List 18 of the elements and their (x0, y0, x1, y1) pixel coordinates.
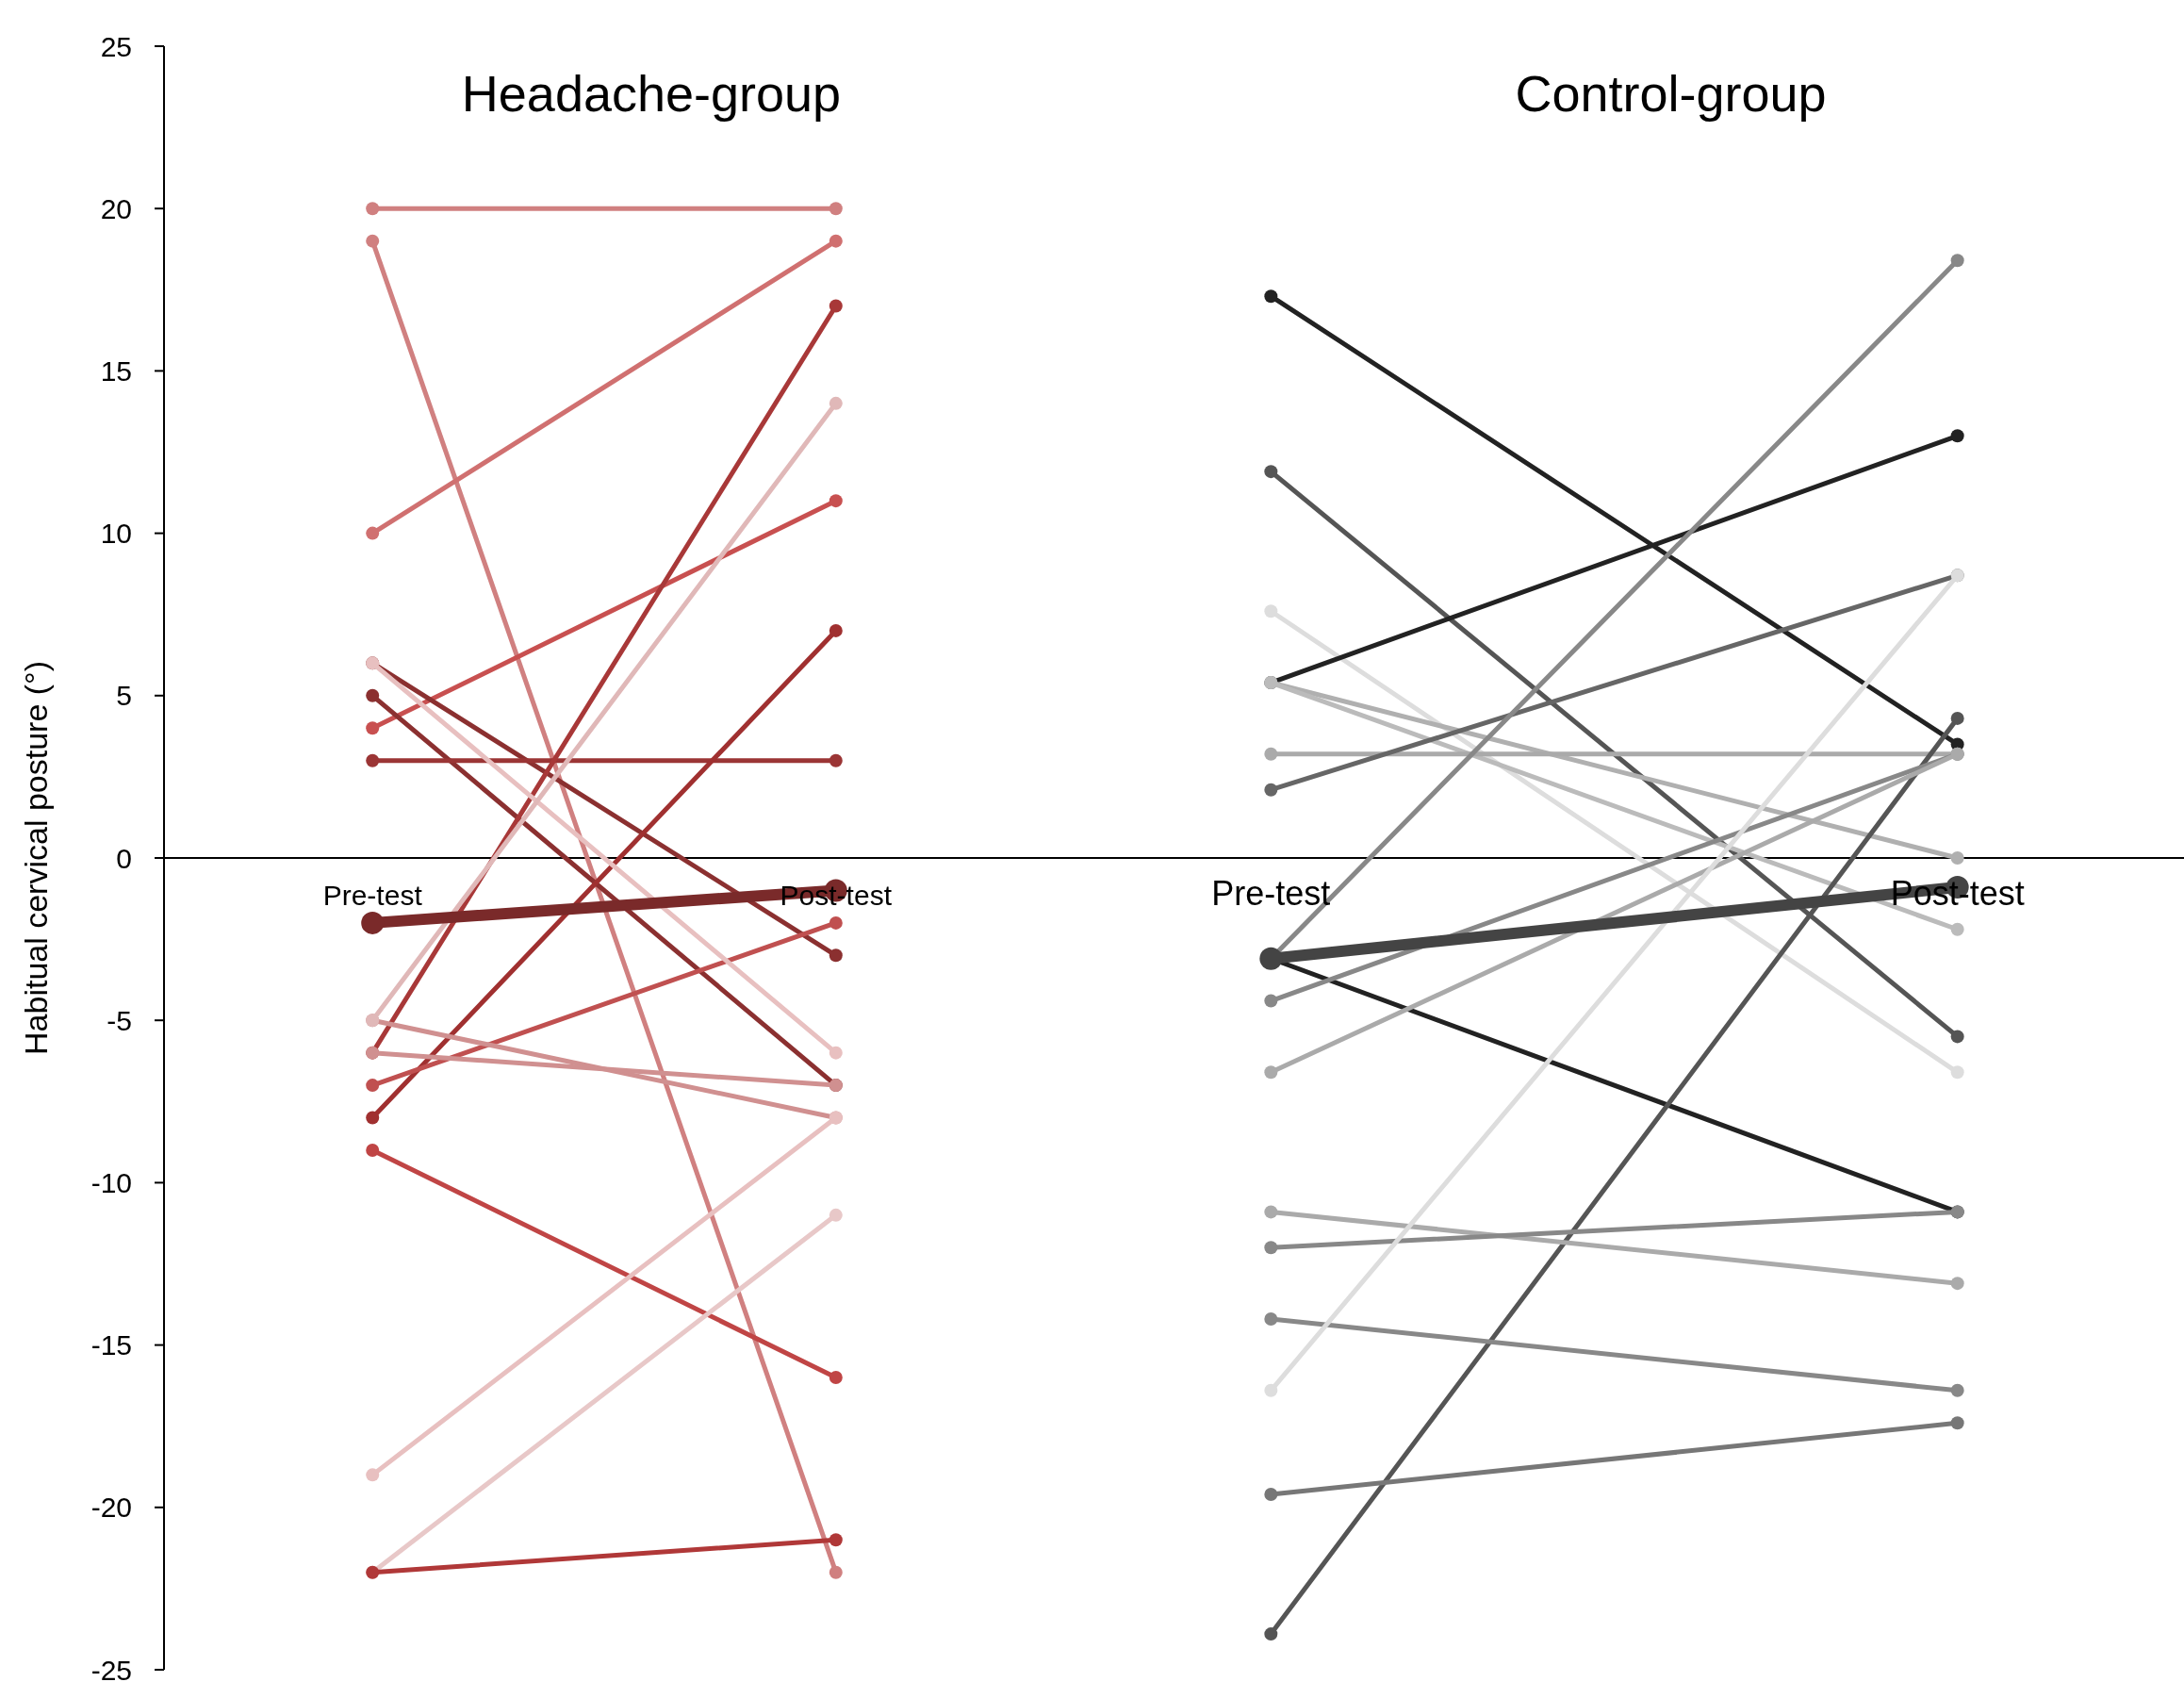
y-tick-label: 15 (100, 355, 132, 387)
y-tick-label: -5 (107, 1004, 132, 1036)
x-tick-label: Pre-test (322, 880, 423, 911)
y-tick-label: -25 (90, 1654, 132, 1682)
y-tick-label: 0 (116, 842, 132, 874)
chart-title: Control-group (1515, 65, 1827, 122)
y-tick-label: -10 (90, 1166, 132, 1198)
y-tick-label: 25 (100, 30, 132, 62)
x-tick-label: Post-test (1890, 874, 2025, 913)
y-tick-label: 5 (116, 680, 132, 712)
y-tick-label: 10 (100, 518, 132, 550)
y-tick-label: -15 (90, 1329, 132, 1361)
x-tick-label: Post-test (780, 880, 893, 911)
y-axis-title: Habitual cervical posture (°) (18, 661, 54, 1055)
x-tick-label: Pre-test (1211, 874, 1331, 913)
y-tick-label: -20 (90, 1492, 132, 1524)
chart-title: Headache-group (461, 65, 842, 122)
y-tick-label: 20 (100, 192, 132, 224)
